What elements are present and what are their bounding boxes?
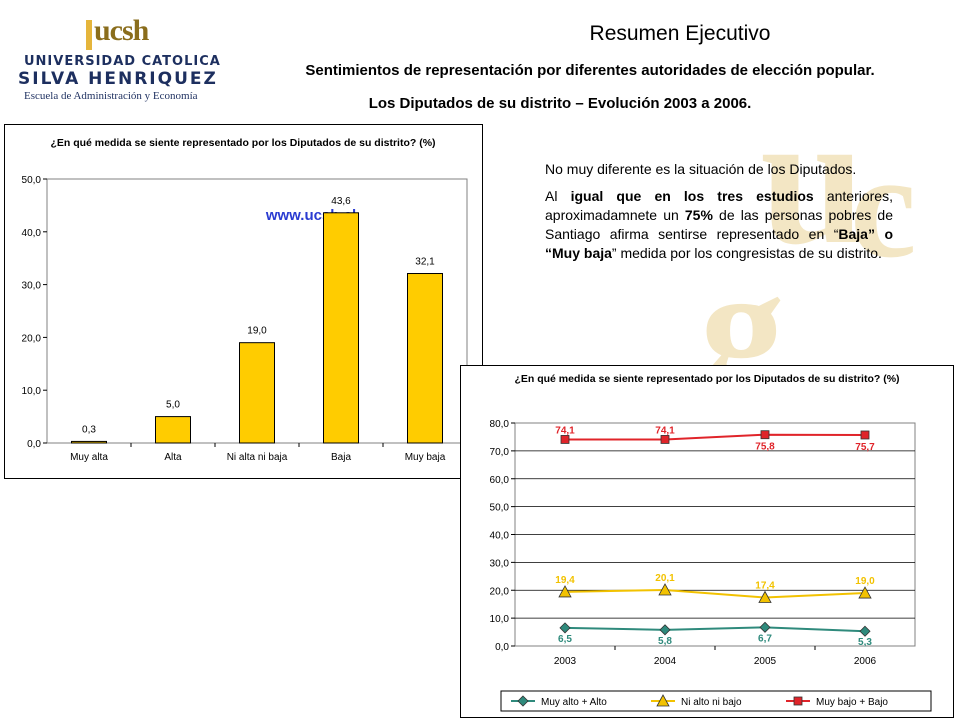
data-label: 5,3 [858,637,872,648]
x-category-label: Muy alta [70,452,108,463]
logo-name-line: SILVA HENRIQUEZ [18,69,218,89]
series-line [564,626,866,633]
x-category-label: 2006 [854,656,877,667]
summary-paragraph-2: Al igual que en los tres estudios anteri… [545,188,894,261]
x-category-label: Baja [331,452,351,463]
line-chart-title: ¿En qué medida se siente representado po… [514,373,899,385]
x-category-label: Muy baja [405,452,446,463]
bar [71,440,107,444]
series-point [759,621,771,633]
series-point [559,622,571,634]
series-point [860,430,870,440]
line-chart-panel: ¿En qué medida se siente representado po… [460,365,954,718]
page-subtitle: Sentimientos de representación por difer… [305,62,875,79]
series-point [558,585,572,598]
y-tick-label: 70,0 [490,447,510,458]
x-category-label: 2004 [654,656,677,667]
legend-label: Muy bajo + Bajo [816,697,888,708]
bar [323,212,359,444]
ucsh-logo: ucsh UNIVERSIDAD CATOLICA SILVA HENRIQUE… [8,10,238,102]
data-label: 17,4 [755,580,775,591]
y-tick-label: 20,0 [490,586,510,597]
bar [155,416,191,444]
data-label: 74,1 [555,425,575,436]
series-point [760,430,770,440]
bar-chart: ¿En qué medida se siente representado po… [22,137,468,463]
bar-value-label: 32,1 [415,257,435,268]
bar-value-label: 43,6 [331,196,351,207]
x-category-label: 2005 [754,656,777,667]
logo-ucsh: ucsh [94,14,149,47]
series-point [560,435,570,444]
bar [407,273,443,444]
x-category-label: 2003 [554,656,577,667]
data-label: 6,7 [758,633,772,644]
series-point [659,624,671,636]
y-tick-label: 30,0 [490,558,510,569]
legend-marker [517,695,529,707]
y-tick-label: 10,0 [490,614,510,625]
summary-text: No muy diferente es la situación de los … [545,160,893,271]
data-label: 19,0 [855,576,875,587]
data-label: 75,7 [855,442,875,453]
data-label: 19,4 [555,575,575,586]
legend-marker [793,696,803,706]
data-label: 6,5 [558,634,572,645]
y-tick-label: 40,0 [22,228,42,239]
bar-value-label: 0,3 [82,424,96,435]
series-point [859,625,871,637]
series-point [658,583,672,596]
logo-university-line: UNIVERSIDAD CATOLICA [24,54,221,69]
y-tick-label: 10,0 [22,386,42,397]
legend-marker [656,694,670,707]
y-tick-label: 50,0 [490,503,510,514]
y-tick-label: 30,0 [22,281,42,292]
y-tick-label: 0,0 [495,642,509,653]
y-tick-label: 40,0 [490,531,510,542]
legend-label: Muy alto + Alto [541,697,607,708]
data-label: 20,1 [655,573,675,584]
y-tick-label: 50,0 [22,175,42,186]
y-tick-label: 0,0 [27,439,41,450]
data-label: 75,8 [755,442,775,453]
x-category-label: Ni alta ni baja [227,452,288,463]
bar-value-label: 5,0 [166,400,180,411]
series-point [858,586,872,599]
page-title: Resumen Ejecutivo [589,22,771,45]
data-label: 74,1 [655,425,675,436]
line-chart: ¿En qué medida se siente representado po… [490,373,932,712]
legend-box [500,690,932,712]
series-line [565,433,866,441]
bar-chart-panel: ¿En qué medida se siente representado po… [4,124,483,479]
x-category-label: Alta [164,452,182,463]
series-line [564,588,866,599]
bar-value-label: 19,0 [247,326,267,337]
bar [239,342,275,444]
bar-chart-title: ¿En qué medida se siente representado po… [50,137,435,149]
series-point [758,590,772,603]
y-tick-label: 60,0 [490,475,510,486]
page-subtitle-2: Los Diputados de su distrito – Evolución… [368,95,752,112]
summary-paragraph-1: No muy diferente es la situación de los … [545,161,857,177]
series-point [660,435,670,444]
y-tick-label: 80,0 [490,419,510,430]
data-label: 5,8 [658,636,672,647]
legend-label: Ni alto ni bajo [681,697,742,708]
y-tick-label: 20,0 [22,333,42,344]
logo-school-line: Escuela de Administración y Economía [24,90,198,102]
